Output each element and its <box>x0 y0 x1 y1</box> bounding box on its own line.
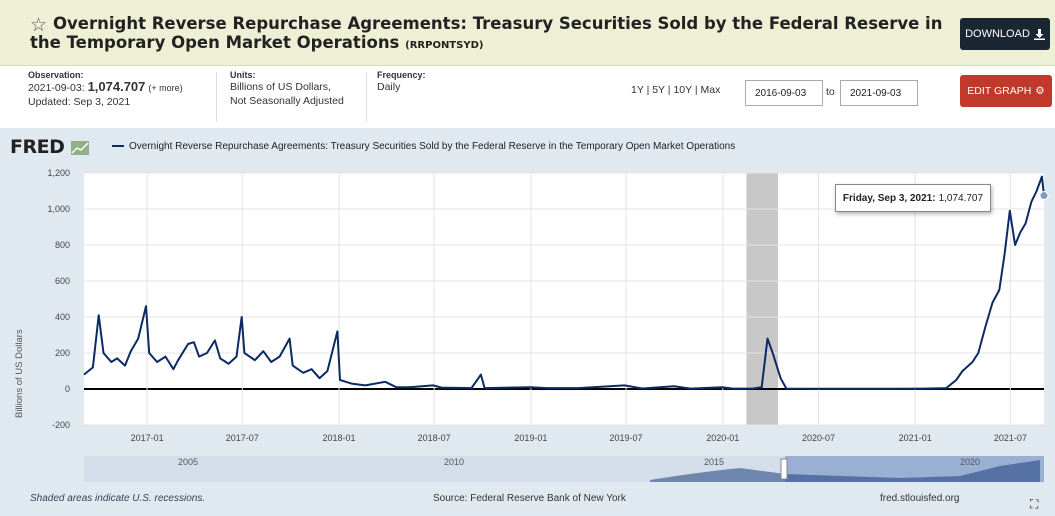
legend-label: Overnight Reverse Repurchase Agreements:… <box>129 141 736 152</box>
y-tick-label: 0 <box>65 384 70 394</box>
updated-date: Updated: Sep 3, 2021 <box>28 96 131 108</box>
chart-tooltip: Friday, Sep 3, 2021: 1,074.707 <box>835 184 991 212</box>
start-date-input[interactable] <box>745 80 823 106</box>
x-tick-label: 2020-01 <box>706 433 739 443</box>
units-block: Units: Billions of US Dollars, Not Seaso… <box>230 70 370 126</box>
end-date-input[interactable] <box>840 80 918 106</box>
navigator-label: 2015 <box>704 457 724 467</box>
chart-legend: Overnight Reverse Repurchase Agreements:… <box>112 141 735 152</box>
x-tick-label: 2021-01 <box>899 433 932 443</box>
recession-note: Shaded areas indicate U.S. recessions. <box>30 493 206 504</box>
units-line2: Not Seasonally Adjusted <box>230 95 344 107</box>
fred-chart-icon <box>70 140 89 155</box>
tooltip-date: Friday, Sep 3, 2021: <box>842 192 936 204</box>
x-tick-label: 2020-07 <box>802 433 835 443</box>
range-5y[interactable]: 5Y <box>652 84 665 96</box>
y-tick-label: 400 <box>55 312 70 322</box>
units-label: Units: <box>230 70 256 80</box>
navigator-series <box>650 460 1040 482</box>
y-tick-label: 800 <box>55 240 70 250</box>
site-link[interactable]: fred.stlouisfed.org <box>880 493 960 504</box>
range-10y[interactable]: 10Y <box>673 84 692 96</box>
range-selector: 1Y | 5Y | 10Y | Max <box>631 84 721 96</box>
gear-icon: ⚙ <box>1035 85 1045 97</box>
range-1y[interactable]: 1Y <box>631 84 644 96</box>
title-bar: ☆ Overnight Reverse Repurchase Agreement… <box>0 0 1055 66</box>
to-label: to <box>826 86 835 98</box>
frequency-block: Frequency: Daily <box>377 70 457 126</box>
x-tick-label: 2017-01 <box>131 433 164 443</box>
edit-graph-label: EDIT GRAPH <box>967 85 1032 97</box>
x-tick-label: 2017-07 <box>226 433 259 443</box>
download-icon <box>1033 28 1045 40</box>
observation-block: Observation: 2021-09-03: 1,074.707 (+ mo… <box>28 70 208 126</box>
x-tick-label: 2019-01 <box>514 433 547 443</box>
y-tick-label: -200 <box>52 420 70 430</box>
download-label: DOWNLOAD <box>965 28 1030 40</box>
observation-label: Observation: <box>28 70 84 80</box>
page-title: Overnight Reverse Repurchase Agreements:… <box>30 14 943 52</box>
observation-value: 1,074.707 <box>87 79 146 94</box>
star-icon[interactable]: ☆ <box>30 15 48 36</box>
plot-background <box>84 173 1044 425</box>
navigator-label: 2020 <box>960 457 980 467</box>
frequency-label: Frequency: <box>377 70 426 80</box>
tooltip-value: 1,074.707 <box>938 192 984 204</box>
x-tick-label: 2018-07 <box>418 433 451 443</box>
navigator-label: 2010 <box>444 457 464 467</box>
x-tick-label: 2021-07 <box>994 433 1027 443</box>
navigator-handle-left <box>780 458 788 480</box>
y-tick-label: 1,000 <box>47 204 70 214</box>
x-tick-label: 2018-01 <box>322 433 355 443</box>
more-link[interactable]: (+ more) <box>148 83 183 93</box>
download-button[interactable]: DOWNLOAD <box>960 18 1050 50</box>
observation-date: 2021-09-03: <box>28 82 85 94</box>
divider <box>366 72 367 122</box>
edit-graph-button[interactable]: EDIT GRAPH ⚙ <box>960 75 1052 107</box>
x-tick-label: 2019-07 <box>610 433 643 443</box>
fred-logo: FRED <box>10 136 89 158</box>
frequency-value: Daily <box>377 81 401 93</box>
chart-svg[interactable]: 1,200 1,000 800 600 400 200 0 -200 2017-01 2017-0… <box>0 128 1055 488</box>
y-tick-label: 1,200 <box>47 168 70 178</box>
legend-swatch <box>112 145 124 148</box>
series-code: (RRPONTSYD) <box>405 40 484 51</box>
source-text: Source: Federal Reserve Bank of New York <box>433 493 626 504</box>
fullscreen-icon[interactable]: ⛶ <box>1030 497 1039 511</box>
hover-marker <box>1039 191 1049 201</box>
divider <box>216 72 217 122</box>
range-max[interactable]: Max <box>700 84 721 96</box>
navigator-label: 2005 <box>178 457 198 467</box>
units-line1: Billions of US Dollars, <box>230 81 331 93</box>
y-tick-label: 600 <box>55 276 70 286</box>
y-tick-label: 200 <box>55 348 70 358</box>
series-line <box>83 175 1045 390</box>
